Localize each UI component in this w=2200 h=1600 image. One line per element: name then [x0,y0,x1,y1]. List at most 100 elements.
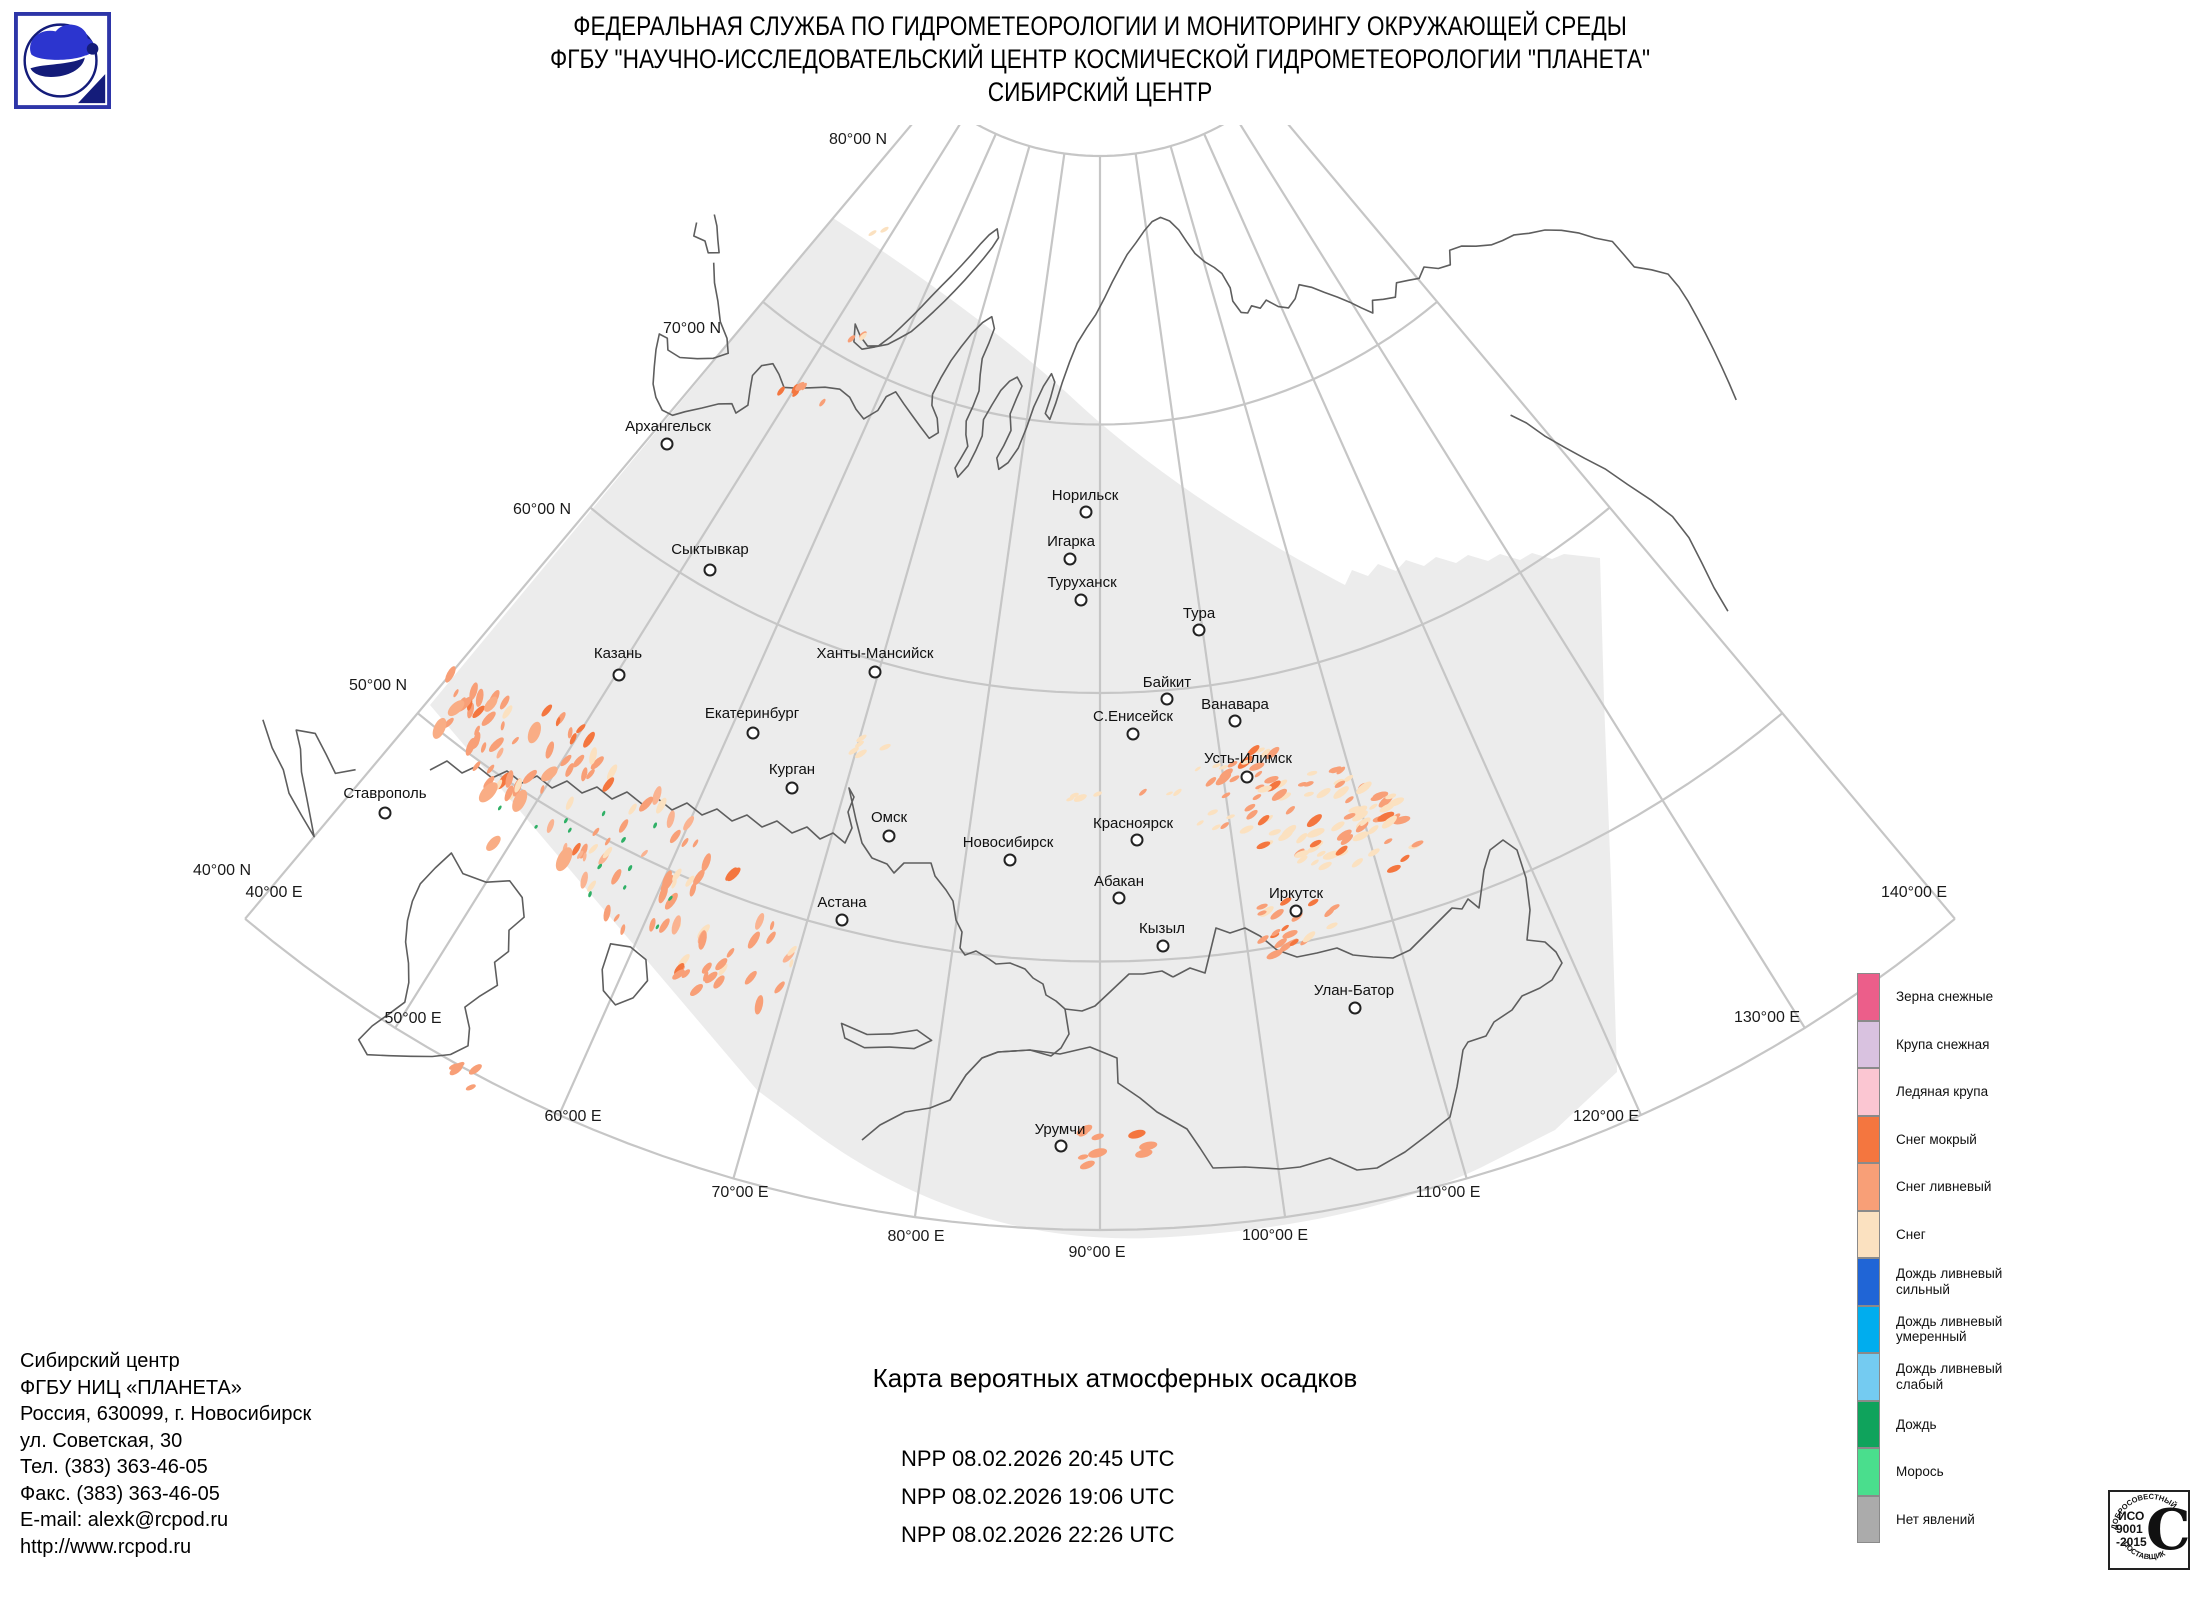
precip-blob [1310,859,1319,866]
precip-blob [604,837,611,846]
precip-blob [534,824,538,829]
city-Тура: Тура [1183,605,1216,637]
precip-blob [1274,938,1287,949]
precip-blob [621,836,626,843]
precip-blob [1091,1133,1104,1141]
precip-blob [859,332,867,341]
precip-blob [1336,766,1346,775]
legend-item-3: Снег мокрый [1857,1115,2057,1163]
precip-blob [555,717,561,727]
precip-cluster-east-south [1256,897,1340,960]
precip-blob [671,879,677,889]
precip-blob [527,721,542,744]
legend-item-9: Дождь [1857,1400,2057,1448]
precip-blob [602,846,613,859]
meridian-120E [1203,133,1642,1116]
precip-blob [496,747,504,759]
precip-blob [1329,904,1340,912]
grid-label: 80°00 E [887,1228,944,1245]
precip-cluster-west-south [672,958,728,997]
legend-item-4: Снег ливневый [1857,1163,2057,1211]
city-marker [868,665,882,679]
precip-blob [1249,762,1265,771]
precip-blob [718,963,728,976]
city-label: Астана [817,894,867,911]
precip-blob [588,843,599,854]
precip-blob [668,895,673,901]
precip-blob [1241,759,1251,765]
city-marker [1160,692,1174,706]
precip-blob [1281,924,1289,932]
orbit-icon [23,23,98,98]
meridian-110E [1169,145,1468,1179]
precip-blob [1216,777,1226,784]
precip-blob [855,749,867,759]
contact-line: ул. Советская, 30 [20,1429,183,1452]
grid-label: 40°00 N [193,862,251,879]
precip-blob [1257,814,1270,826]
city-Урумчи: Урумчи [1035,1121,1086,1153]
city-marker [1348,1001,1362,1015]
precip-blob [483,776,495,789]
satellite-icon [86,43,99,55]
coastline-caspian-sea [357,852,525,1058]
precip-blob [1219,765,1228,770]
precip-blob [669,829,681,844]
precip-blob [1303,791,1314,797]
precip-blob [627,865,633,872]
legend-label: Зерна снежные [1896,989,1994,1004]
precip-blob [672,868,682,882]
grid-label: 110°00 E [1416,1184,1481,1201]
grid-label: 90°00 E [1068,1244,1125,1261]
precip-blob [847,335,856,343]
precip-blob [1384,838,1393,845]
legend-swatch [1857,1495,1880,1543]
meridian-70E [732,145,1031,1179]
meridian-40E [244,125,913,920]
precip-blob [795,382,803,391]
contact-line: Тел. (383) 363-46-05 [20,1456,208,1478]
coastline-black-azov-sea [262,719,356,838]
satellite-pass: NPP 08.02.2026 19:06 UTC [901,1484,1175,1509]
precip-blob [1252,794,1262,801]
precip-blob [576,850,584,859]
city-marker [1289,904,1303,918]
city-marker [1112,891,1126,905]
legend-item-6: Дождь ливневый сильный [1857,1258,2057,1306]
grid-label: 60°00 E [544,1108,601,1125]
precip-blob [1139,788,1147,796]
stamp-letter: C [2146,1497,2190,1563]
legend-swatch [1857,1210,1880,1258]
planeta-logo [14,12,111,109]
city-Туруханск: Туруханск [1047,574,1117,607]
city-label: Урумчи [1035,1121,1086,1138]
meridian-100E [1134,153,1287,1218]
precip-blob [666,810,675,829]
precip-blob [1336,829,1352,841]
precip-blob [1260,748,1271,758]
precip-blob [1372,791,1389,800]
precip-blob [727,867,741,882]
border-russia-kazakhstan [429,760,1174,1012]
legend-label: Дождь ливневый слабый [1896,1361,2003,1392]
precip-blob [692,839,699,848]
precip-blob [868,230,877,236]
precip-blob [471,741,479,750]
precip-blob [1379,803,1395,813]
grid-label: 100°00 E [1242,1227,1308,1244]
precip-blob [689,882,697,897]
precip-blob [465,1084,476,1091]
map-grid-labels: Архангельск Сыктывкар Казань Ставрополь Екат… [193,131,1947,1261]
precip-blob [522,769,537,784]
precip-blob [1352,831,1369,842]
precip-blob [1077,1154,1089,1160]
precip-blob [581,767,588,782]
precip-blob [453,1061,465,1070]
precip-blob [475,688,484,707]
precip-blob [819,398,826,407]
legend-item-7: Дождь ливневый умеренный [1857,1305,2057,1353]
precip-blob [611,869,622,885]
precip-blob [659,918,670,933]
precip-blob [499,695,510,710]
precip-blob [1229,775,1240,783]
